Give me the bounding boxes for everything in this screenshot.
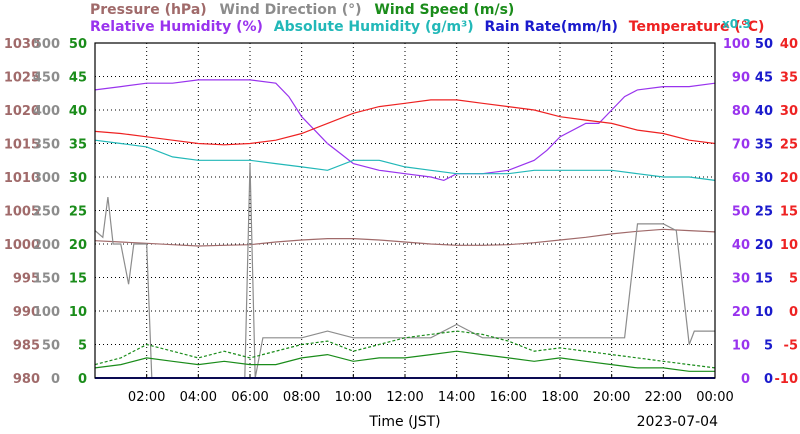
tick-label-x: 04:00: [180, 390, 217, 405]
series-pressure-hpa: [94, 228, 716, 247]
tick-label-rain: 35: [755, 138, 773, 153]
tick-label-wind-speed: 5: [78, 339, 87, 354]
tick-label-pressure: 995: [13, 272, 40, 287]
tick-label-wind-speed: 30: [69, 171, 87, 186]
tick-label-wind-dir: 350: [33, 138, 60, 153]
tick-label-rain: 10: [755, 305, 773, 320]
tick-label-wind-speed: 20: [69, 238, 87, 253]
tick-label-wind-dir: 250: [33, 205, 60, 220]
tick-label-rain: 45: [755, 71, 773, 86]
header-line1: Pressure (hPa) Wind Direction (°) Wind S…: [90, 2, 514, 18]
tick-label-wind-dir: 500: [33, 37, 60, 52]
tick-label-temperature: 35: [780, 71, 798, 86]
tick-label-temperature: 10: [780, 238, 798, 253]
tick-label-pressure: 1020: [4, 104, 40, 119]
tick-label-x: 02:00: [128, 390, 165, 405]
series-relative-humidity: [94, 79, 716, 182]
tick-label-wind-speed: 25: [69, 205, 87, 220]
tick-label-humidity: 30: [732, 272, 750, 287]
tick-label-rain: 40: [755, 104, 773, 119]
tick-label-x: 12:00: [386, 390, 423, 405]
tick-label-pressure: 1010: [4, 171, 40, 186]
tick-label-temperature: -5: [784, 339, 798, 354]
tick-label-wind-dir: 50: [42, 339, 60, 354]
tick-label-rain: 30: [755, 171, 773, 186]
series-wind-gust-m-s: [94, 330, 716, 369]
tick-label-x: 20:00: [593, 390, 630, 405]
date-label: 2023-07-04: [637, 414, 718, 430]
tick-label-x: 22:00: [645, 390, 682, 405]
tick-label-rain: 5: [764, 339, 773, 354]
tick-label-wind-dir: 100: [33, 305, 60, 320]
tick-label-wind-speed: 45: [69, 71, 87, 86]
tick-label-temperature: -10: [775, 372, 799, 387]
tick-label-humidity: 40: [732, 238, 750, 253]
tick-label-pressure: 1025: [4, 71, 40, 86]
tick-label-wind-dir: 400: [33, 104, 60, 119]
tick-label-pressure: 985: [13, 339, 40, 354]
legend-pressure: Pressure (hPa): [90, 2, 207, 18]
tick-label-wind-speed: 10: [69, 305, 87, 320]
tick-label-pressure: 1030: [4, 37, 40, 52]
tick-label-temperature: 30: [780, 104, 798, 119]
tick-label-pressure: 980: [13, 372, 40, 387]
legend-rain-rate: Rain Rate(mm/h): [484, 19, 618, 35]
tick-label-wind-dir: 0: [51, 372, 60, 387]
tick-label-wind-dir: 200: [33, 238, 60, 253]
series-wind-direction: [94, 163, 715, 379]
tick-label-x: 14:00: [438, 390, 475, 405]
tick-label-pressure: 1000: [4, 238, 40, 253]
tick-label-wind-speed: 15: [69, 272, 87, 287]
legend-relative-humidity: Relative Humidity (%): [90, 19, 263, 35]
legend-wind-direction: Wind Direction (°): [219, 2, 362, 18]
tick-label-wind-dir: 150: [33, 272, 60, 287]
tick-label-wind-dir: 300: [33, 171, 60, 186]
tick-label-temperature: 5: [789, 272, 798, 287]
legend-absolute-humidity: Absolute Humidity (g/m³): [273, 19, 474, 35]
tick-label-humidity: 80: [732, 104, 750, 119]
tick-label-rain: 0: [764, 372, 773, 387]
legend-wind-speed: Wind Speed (m/s): [374, 2, 515, 18]
tick-label-wind-speed: 50: [69, 37, 87, 52]
tick-label-x: 18:00: [541, 390, 578, 405]
tick-label-humidity: 20: [732, 305, 750, 320]
tick-label-wind-speed: 35: [69, 138, 87, 153]
tick-label-pressure: 1005: [4, 205, 40, 220]
tick-label-temperature: 15: [780, 205, 798, 220]
tick-label-rain: 25: [755, 205, 773, 220]
header-line2: Relative Humidity (%) Absolute Humidity …: [90, 19, 764, 35]
tick-label-humidity: 10: [732, 339, 750, 354]
tick-label-wind-speed: 40: [69, 104, 87, 119]
tick-label-temperature: 20: [780, 171, 798, 186]
tick-label-x: 08:00: [283, 390, 320, 405]
series-wind-speed-m-s: [94, 350, 715, 372]
tick-label-pressure: 1015: [4, 138, 40, 153]
series-temperature-c: [94, 99, 716, 146]
tick-label-wind-dir: 450: [33, 71, 60, 86]
tick-label-humidity: 0: [741, 372, 750, 387]
series-absolute-humidity-g-m: [94, 139, 716, 181]
tick-label-pressure: 990: [13, 305, 40, 320]
tick-label-x: 10:00: [335, 390, 372, 405]
tick-label-temperature: 0: [789, 305, 798, 320]
tick-label-rain: 20: [755, 238, 773, 253]
tick-label-x: 16:00: [490, 390, 527, 405]
legend-temperature: Temperature (°C): [628, 19, 765, 35]
tick-label-rain: 15: [755, 272, 773, 287]
x-axis-label: Time (JST): [368, 414, 440, 430]
tick-label-humidity: 90: [732, 71, 750, 86]
tick-label-humidity: 60: [732, 171, 750, 186]
tick-label-temperature: 25: [780, 138, 798, 153]
scale-note: x0.3: [722, 17, 751, 31]
tick-label-x: 06:00: [231, 390, 268, 405]
tick-label-temperature: 40: [780, 37, 798, 52]
tick-label-humidity: 100: [723, 37, 750, 52]
grid: [95, 43, 715, 378]
tick-label-wind-speed: 0: [78, 372, 87, 387]
tick-label-humidity: 50: [732, 205, 750, 220]
tick-label-humidity: 70: [732, 138, 750, 153]
tick-label-rain: 50: [755, 37, 773, 52]
tick-label-x: 00:00: [696, 390, 733, 405]
